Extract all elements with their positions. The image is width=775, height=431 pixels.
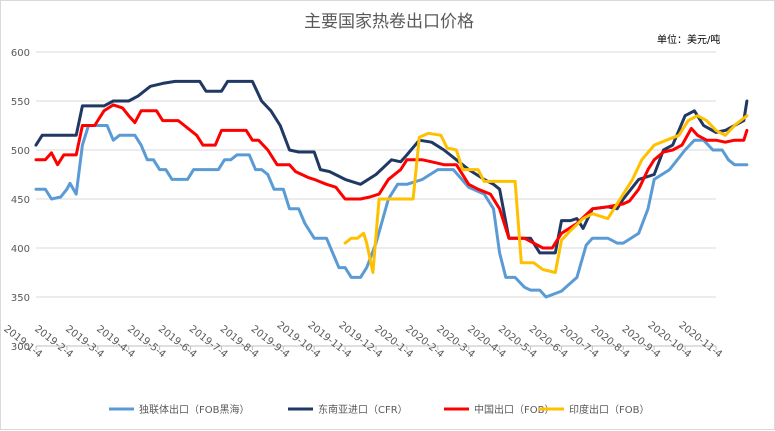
series-lines (34, 79, 749, 299)
chart-title: 主要国家热卷出口价格 (304, 12, 474, 32)
legend-label: 中国出口（FOB） (474, 403, 554, 416)
y-tick-label: 600 (11, 48, 30, 59)
legend-label: 东南亚进口（CFR） (318, 403, 408, 416)
legend-label: 独联体出口（FOB黑海） (139, 403, 249, 416)
y-tick-label: 550 (11, 97, 30, 108)
y-tick-label: 350 (11, 293, 30, 304)
y-axis-ticks: 300 350 400 450 500 550 600 (11, 48, 30, 353)
series-line-4 (343, 114, 749, 274)
series-line-1 (34, 124, 749, 299)
x-axis-ticks: 2019-1-42019-2-42019-3-42019-4-42019-5-4… (1, 320, 724, 361)
y-tick-label: 500 (11, 146, 30, 157)
unit-label: 单位：美元/吨 (657, 33, 720, 46)
y-tick-label: 300 (11, 342, 30, 353)
y-tick-label: 450 (11, 195, 30, 206)
series-line-3 (34, 103, 749, 250)
legend-label: 印度出口（FOB） (569, 403, 649, 416)
legend: 独联体出口（FOB黑海） 东南亚进口（CFR） 中国出口（FOB） 印度出口（FOB） (109, 403, 649, 416)
y-tick-label: 400 (11, 244, 30, 255)
